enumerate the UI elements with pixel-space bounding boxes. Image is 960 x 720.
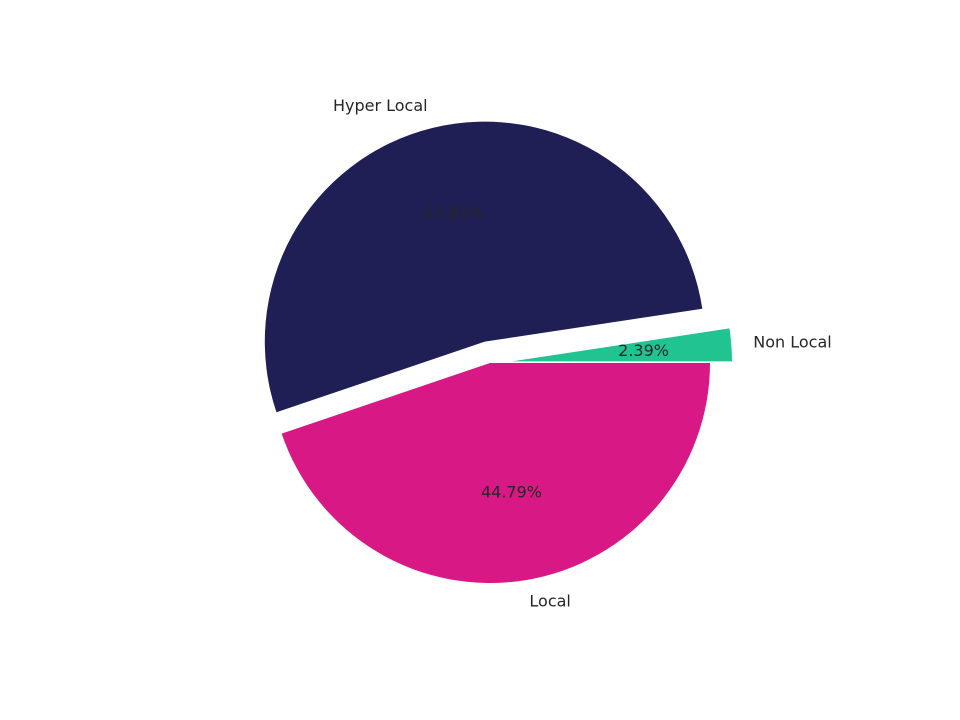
slice-label-local: Local bbox=[529, 591, 570, 610]
slices-layer bbox=[264, 121, 732, 583]
slice-label-non-local: Non Local bbox=[753, 333, 831, 352]
pie-slice-local bbox=[281, 363, 710, 583]
slice-label-hyper-local: Hyper Local bbox=[333, 96, 428, 115]
labels-layer: Non Local 2.39% Hyper Local 52.81% Local 44.7… bbox=[333, 96, 832, 610]
pie-slice-hyper-local bbox=[264, 121, 703, 413]
slice-percent-hyper-local: 52.81% bbox=[423, 203, 484, 222]
pie-slice-non-local bbox=[511, 328, 732, 362]
slice-percent-non-local: 2.39% bbox=[618, 341, 669, 360]
slice-percent-local: 44.79% bbox=[481, 483, 542, 502]
